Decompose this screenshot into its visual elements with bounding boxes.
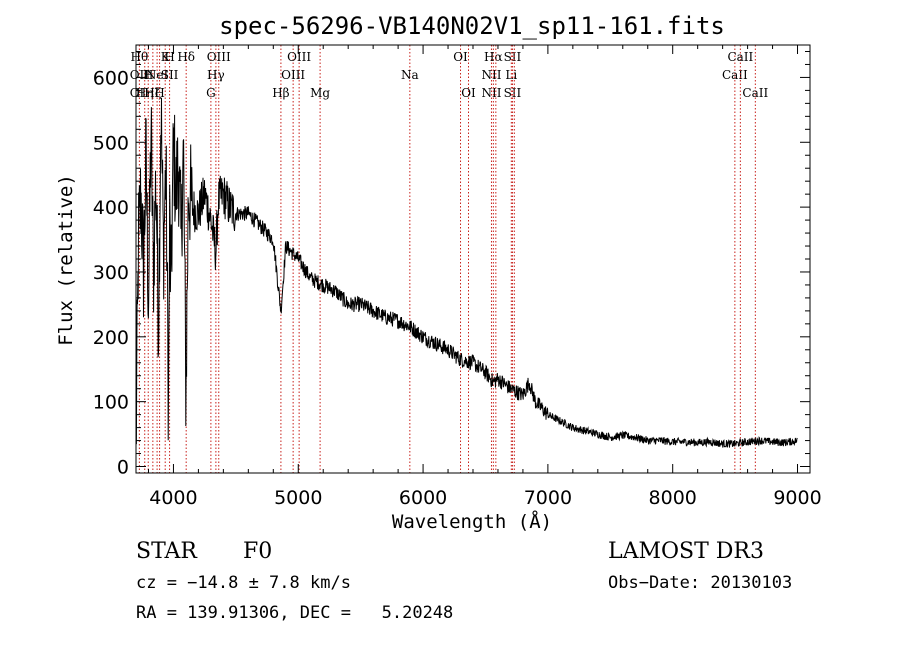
line-label: Hα	[484, 50, 503, 64]
line-label: CaII	[742, 86, 768, 100]
x-tick-label: 7000	[524, 487, 572, 509]
x-tick-label: 9000	[773, 487, 821, 509]
line-label: Hβ	[272, 86, 289, 100]
line-label: CaII	[727, 50, 753, 64]
x-axis-label: Wavelength (Å)	[392, 510, 552, 533]
line-label: Hγ	[207, 68, 225, 82]
line-label: CaII	[722, 68, 748, 82]
line-label: OII	[130, 86, 150, 100]
y-tick-label: 400	[93, 197, 129, 219]
line-markers: HθOIIOIIHηHHζNeIHKHSIIHδGHγOIIIHβOIIIOII…	[130, 45, 768, 473]
y-tick-label: 300	[93, 262, 129, 284]
line-label: H	[154, 86, 164, 100]
line-label: K	[161, 50, 171, 64]
line-label: NeI	[146, 68, 169, 82]
line-label: NII	[481, 86, 501, 100]
line-label: SII	[161, 68, 179, 82]
line-label: H	[143, 68, 153, 82]
y-axis-label: Flux (relative)	[55, 174, 77, 346]
line-label: OIII	[207, 50, 231, 64]
redshift-text: cz = −14.8 ± 7.8 km/s	[136, 573, 351, 593]
y-tick-label: 600	[93, 67, 129, 89]
y-tick-label: 100	[93, 392, 129, 414]
line-label: Hθ	[131, 50, 149, 64]
line-label: OI	[453, 50, 468, 64]
line-label: G	[206, 86, 216, 100]
x-tick-label: 6000	[399, 487, 447, 509]
line-label: OIII	[281, 68, 305, 82]
object-subclass: F0	[243, 539, 273, 564]
y-tick-label: 500	[93, 132, 129, 154]
line-label: Na	[401, 68, 419, 82]
survey-name: LAMOST DR3	[608, 539, 764, 564]
object-class: STAR	[136, 539, 197, 564]
line-label: Mg	[310, 86, 330, 100]
y-tick-label: 200	[93, 327, 129, 349]
y-tick-label: 0	[117, 457, 129, 479]
line-label: SII	[504, 86, 522, 100]
x-tick-label: 5000	[274, 487, 322, 509]
plot-frame	[135, 44, 811, 474]
x-tick-label: 8000	[649, 487, 697, 509]
x-tick-label: 4000	[149, 487, 197, 509]
axis-ticks: 4000 5000 6000 7000 8000 9000 0 100 200 300 400 500…	[93, 45, 822, 509]
line-label: Li	[505, 68, 517, 82]
line-label: Hη	[136, 86, 154, 100]
coordinates: RA = 139.91306, DEC = 5.20248	[136, 603, 454, 623]
chart-title: spec-56296-VB140N02V1_sp11-161.fits	[219, 12, 725, 40]
spectrum-line	[135, 97, 798, 448]
line-label: H	[164, 50, 174, 64]
line-label: Hδ	[177, 50, 195, 64]
line-label: OI	[461, 86, 476, 100]
line-label: NII	[481, 68, 501, 82]
line-label: SII	[504, 50, 522, 64]
line-label: OIII	[287, 50, 311, 64]
obs-date: Obs−Date: 20130103	[608, 573, 793, 593]
line-label: OII	[130, 68, 150, 82]
line-label: Hζ	[144, 86, 161, 100]
